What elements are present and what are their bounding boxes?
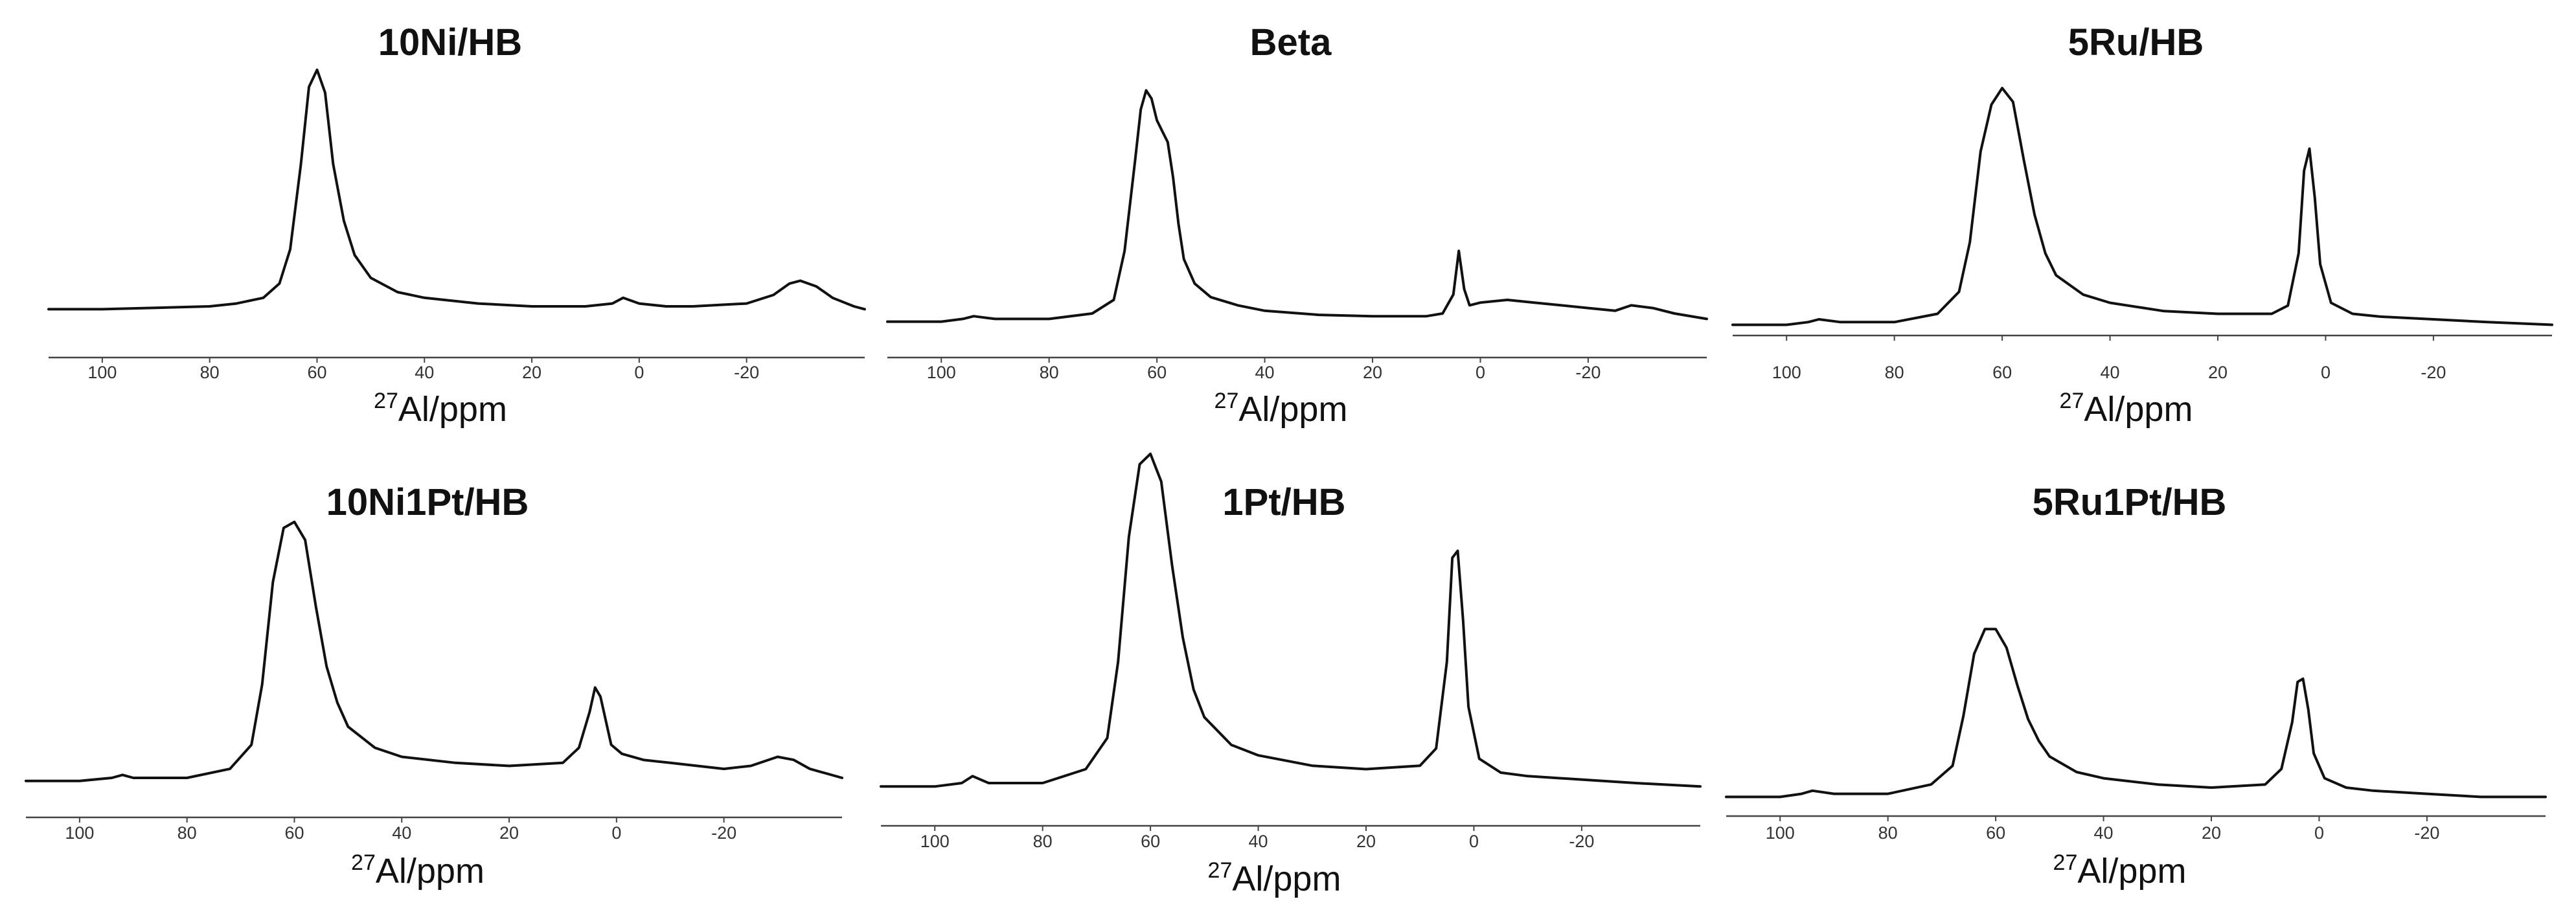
x-axis-label-superscript: 27	[2053, 850, 2078, 875]
x-tick-label: -20	[1575, 363, 1601, 382]
chart-panel-3: 5Ru/HB 100 80 60 40 20 0 -20 27Al/ppm	[1731, 21, 2553, 429]
x-tick-label: -20	[2421, 363, 2446, 382]
x-tick-label: 0	[1469, 832, 1479, 851]
x-tick-label: 40	[1255, 363, 1275, 382]
panel-title: 10Ni1Pt/HB	[326, 481, 529, 523]
x-tick-label: 20	[1363, 363, 1382, 382]
x-tick-label: 100	[1766, 823, 1795, 843]
chart-panel-4: 10Ni1Pt/HB 100 80 60 40 20 0 -20 27Al/ppm	[25, 481, 843, 891]
x-tick-label: 60	[1147, 363, 1167, 382]
x-axis-label-superscript: 27	[1208, 858, 1233, 883]
panel-title: 1Pt/HB	[1222, 481, 1345, 523]
x-axis-label-text: Al/ppm	[1232, 859, 1341, 898]
x-tick-label: 100	[87, 363, 117, 382]
x-tick-label: -20	[711, 823, 736, 843]
x-axis-label-superscript: 27	[2060, 389, 2084, 413]
x-tick-label: 0	[2321, 363, 2331, 382]
x-axis-label: 27Al/ppm	[1214, 389, 1348, 429]
x-axis-label-superscript: 27	[1214, 389, 1239, 413]
x-tick-label: 80	[1878, 823, 1898, 843]
spectrum-line	[25, 520, 843, 782]
x-tick-label: -20	[734, 363, 759, 382]
x-tick-label: 80	[1885, 363, 1904, 382]
x-tick-label: 100	[65, 823, 94, 843]
x-tick-label: 20	[2208, 363, 2228, 382]
x-axis-label-text: Al/ppm	[376, 852, 484, 891]
x-tick-label: 80	[1040, 363, 1059, 382]
x-tick-label: 40	[1249, 832, 1268, 851]
x-axis-label: 27Al/ppm	[2060, 389, 2193, 429]
x-axis-label-text: Al/ppm	[2077, 852, 2186, 891]
x-axis-label-superscript: 27	[374, 389, 398, 413]
spectrum-line	[1731, 87, 2553, 326]
x-axis-label-superscript: 27	[351, 850, 376, 875]
panel-title: 10Ni/HB	[378, 21, 522, 63]
chart-panel-2: Beta 100 80 60 40 20 0 -20 27Al/ppm	[886, 21, 1708, 429]
x-tick-label: 20	[499, 823, 519, 843]
x-tick-label: 0	[1476, 363, 1485, 382]
x-tick-label: 40	[2101, 363, 2120, 382]
x-tick-label: 40	[392, 823, 411, 843]
x-axis-label: 27Al/ppm	[2053, 850, 2187, 891]
x-tick-label: 60	[307, 363, 326, 382]
x-axis-label-text: Al/ppm	[398, 390, 507, 429]
x-axis-label: 27Al/ppm	[351, 850, 484, 891]
x-tick-label: 60	[1141, 832, 1160, 851]
panel-title: 5Ru/HB	[2068, 21, 2204, 63]
x-tick-label: 80	[1033, 832, 1053, 851]
x-axis-label-text: Al/ppm	[2084, 390, 2193, 429]
x-tick-label: 40	[415, 363, 434, 382]
x-tick-label: 100	[927, 363, 956, 382]
x-tick-label: 60	[284, 823, 304, 843]
chart-panel-6: 5Ru1Pt/HB 100 80 60 40 20 0 -20 27Al/ppm	[1725, 481, 2547, 891]
x-tick-label: 100	[920, 832, 950, 851]
x-tick-label: 100	[1772, 363, 1801, 382]
x-axis-label-text: Al/ppm	[1238, 390, 1347, 429]
chart-panel-5: 1Pt/HB 100 80 60 40 20 0 -20 27Al/ppm	[880, 452, 1702, 898]
spectrum-line	[886, 89, 1708, 323]
x-tick-label: 0	[2314, 823, 2324, 843]
x-tick-label: 60	[1986, 823, 2005, 843]
x-tick-label: 0	[634, 363, 644, 382]
x-tick-label: 80	[177, 823, 197, 843]
panel-title: 5Ru1Pt/HB	[2033, 481, 2227, 523]
x-tick-label: 20	[522, 363, 541, 382]
x-tick-label: 20	[2202, 823, 2221, 843]
x-tick-label: 60	[1992, 363, 2012, 382]
x-axis-label: 27Al/ppm	[374, 389, 507, 429]
panel-title: Beta	[1250, 21, 1332, 63]
x-tick-label: 40	[2094, 823, 2114, 843]
spectrum-line	[880, 452, 1702, 788]
x-tick-label: -20	[2414, 823, 2439, 843]
x-tick-label: -20	[1569, 832, 1594, 851]
x-tick-label: 80	[200, 363, 220, 382]
x-tick-label: 20	[1356, 832, 1376, 851]
x-axis-label: 27Al/ppm	[1208, 858, 1341, 898]
spectrum-line	[1725, 628, 2547, 799]
x-tick-label: 0	[611, 823, 621, 843]
spectrum-line	[47, 68, 866, 311]
chart-panel-1: 10Ni/HB 100 80 60 40 20 0 -20 27Al/ppm	[47, 21, 866, 429]
